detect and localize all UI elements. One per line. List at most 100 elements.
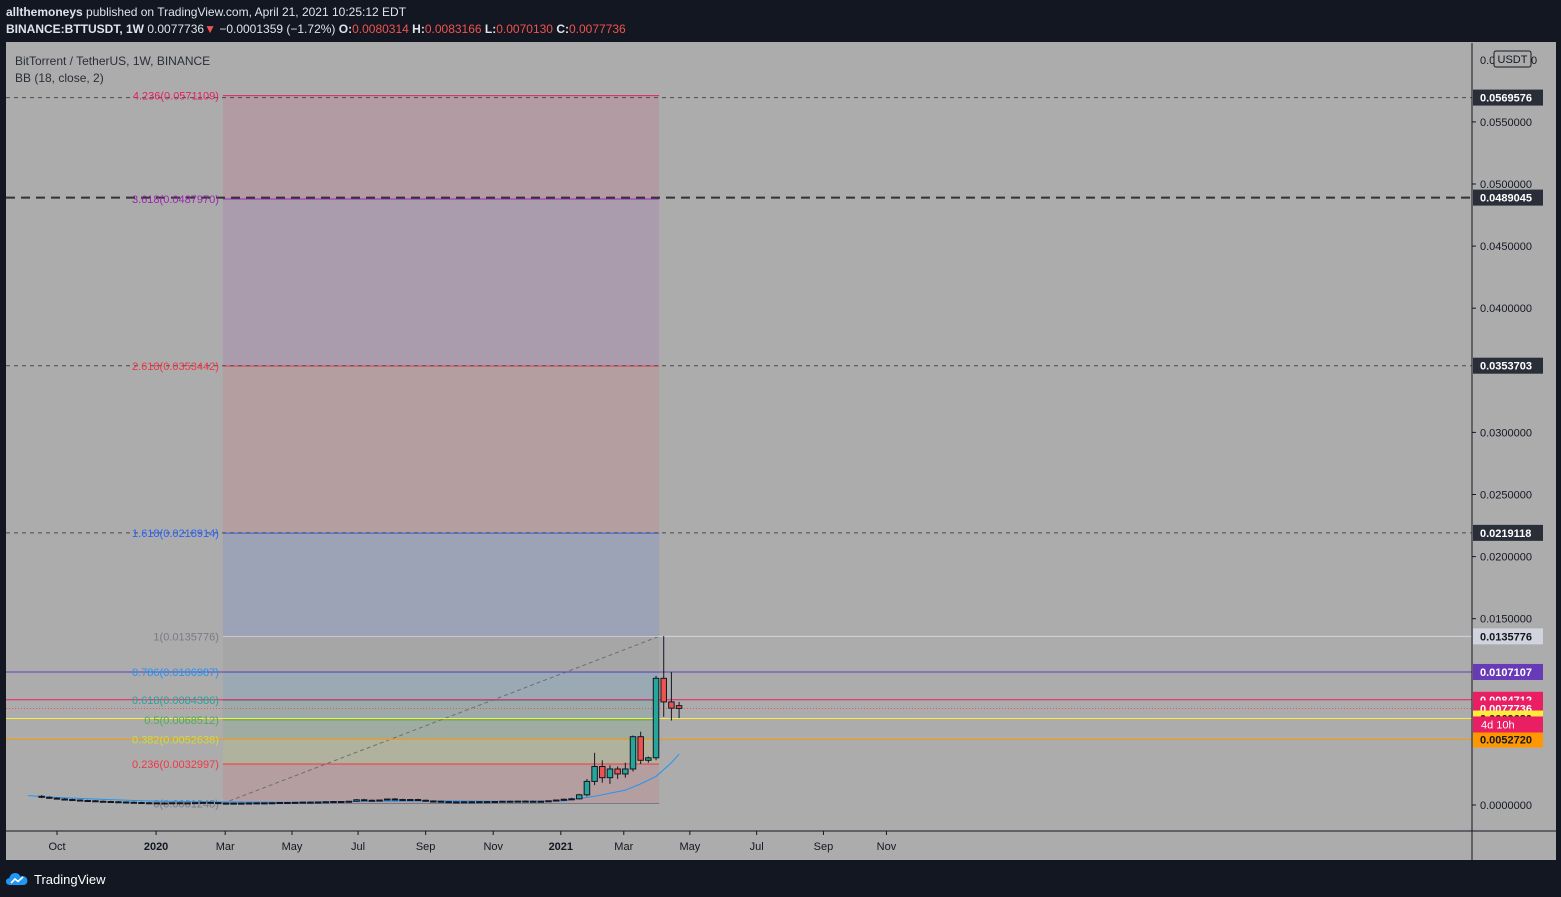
candle-body (122, 801, 130, 804)
last-price: 0.0077736 (147, 22, 205, 36)
y-tick-label: 0.0150000 (1480, 614, 1532, 626)
candle-body (445, 801, 452, 804)
price-change: −0.0001359 (−1.72%) (219, 22, 336, 36)
fib-level-label: 2.618(0.0353442) (132, 361, 219, 373)
candle-body (222, 802, 230, 805)
candle-body (337, 801, 345, 804)
high-value: 0.0083166 (424, 22, 482, 36)
candle-body (207, 801, 214, 804)
price-label-badge (1473, 524, 1543, 541)
candle-body (614, 768, 621, 775)
fib-zone (222, 700, 660, 720)
fib-zone (222, 366, 660, 534)
fib-zone (222, 636, 660, 673)
candle-body (330, 801, 337, 804)
price-label-badge (1473, 357, 1543, 374)
candle-body (414, 799, 422, 802)
candle-body (591, 765, 598, 782)
candle-body (107, 801, 115, 804)
price-label-text: 0.0569576 (1480, 93, 1532, 105)
candle-body (199, 801, 207, 804)
down-arrow-icon: ▼ (204, 22, 216, 36)
x-tick-label: May (282, 841, 303, 853)
candle-body (299, 801, 307, 804)
open-label: O: (338, 22, 353, 36)
y-tick-label: 0.0550000 (1480, 117, 1532, 129)
high-label: H: (412, 22, 425, 36)
currency-badge (1493, 50, 1532, 68)
candle-body (61, 798, 68, 801)
price-label-badge (1473, 663, 1543, 680)
x-tick-label: May (679, 841, 700, 853)
chart-pane[interactable] (6, 42, 1556, 860)
candle-body (637, 736, 644, 761)
x-tick-label: 2020 (144, 841, 168, 853)
candle-body (230, 802, 237, 805)
y-tick-label: 0.0 (1480, 55, 1495, 67)
fib-zone (222, 95, 660, 199)
y-tick-label: 0.0300000 (1480, 427, 1532, 439)
candle-body (276, 802, 283, 805)
candle-body (430, 800, 437, 803)
candle-body (191, 802, 199, 805)
candle-body (545, 800, 552, 803)
candle-body (130, 801, 138, 804)
y-tick-label: 0.0250000 (1480, 490, 1532, 502)
x-tick-label: Sep (416, 841, 436, 853)
candle-body (345, 800, 353, 803)
candle-body (53, 797, 61, 800)
tradingview-logo[interactable]: TradingView (6, 870, 106, 888)
x-tick-label: Sep (814, 841, 834, 853)
candle-body (245, 802, 253, 805)
publish-line: allthemoneys published on TradingView.co… (6, 5, 406, 19)
x-tick-label: Nov (877, 841, 897, 853)
footer-bar (0, 862, 1561, 897)
candle-body (168, 802, 176, 805)
candle-body (261, 802, 268, 805)
fib-level-label: 0.5(0.0068512) (144, 715, 219, 727)
fib-level-label: 0.236(0.0032997) (132, 759, 219, 771)
candle-body (176, 802, 184, 805)
candle-body (645, 757, 652, 761)
fib-level-label: 0.382(0.0052638) (132, 735, 219, 747)
y-tick-label: 0.0200000 (1480, 552, 1532, 564)
x-tick-label: Oct (48, 841, 65, 853)
candle-body (460, 801, 468, 804)
bb-indicator-legend[interactable]: BB (18, close, 2) (15, 71, 104, 85)
series-title[interactable]: BitTorrent / TetherUS, 1W, BINANCE (15, 54, 211, 68)
candle-body (652, 677, 660, 759)
candle-body (560, 798, 568, 801)
candle-body (161, 802, 168, 805)
candle-body (322, 801, 330, 804)
candle-body (153, 802, 161, 805)
candle-body (499, 800, 506, 803)
candle-body (453, 801, 460, 804)
ohlc-line: BINANCE:BTTUSDT, 1W 0.0077736▼ −0.000135… (6, 22, 626, 36)
fib-level-label: 1.618(0.0218914) (132, 528, 219, 540)
candle-body (583, 780, 591, 796)
author-name[interactable]: allthemoneys (6, 5, 83, 19)
fib-zone (222, 533, 660, 637)
candle-body (353, 799, 360, 802)
plot-area: 4.236(0.0571109) 3.618(0.0487970) 2.618(0.… (6, 91, 1472, 810)
y-tick-label: 0.0500000 (1480, 179, 1532, 191)
price-label-text: 0.0353703 (1480, 361, 1532, 373)
candle-body (522, 800, 529, 803)
fib-level-label: 3.618(0.0487970) (132, 194, 219, 206)
fib-level-label: 4.236(0.0571109) (133, 91, 219, 103)
candle-body (314, 801, 322, 804)
fib-level-label: 1(0.0135776) (153, 631, 218, 643)
candle-body (483, 801, 491, 804)
fib-zone (222, 672, 660, 701)
open-value: 0.0080314 (352, 22, 409, 36)
candle-body (145, 802, 153, 805)
candle-body (506, 800, 514, 803)
candle-body (568, 798, 575, 801)
candle-body (422, 799, 429, 802)
price-label-text: 0.0489045 (1480, 193, 1532, 205)
y-tick-label: 0.0400000 (1480, 303, 1532, 315)
candle-body (629, 736, 637, 770)
candle-body (660, 677, 667, 703)
y-tick-label: 0.0450000 (1480, 241, 1532, 253)
